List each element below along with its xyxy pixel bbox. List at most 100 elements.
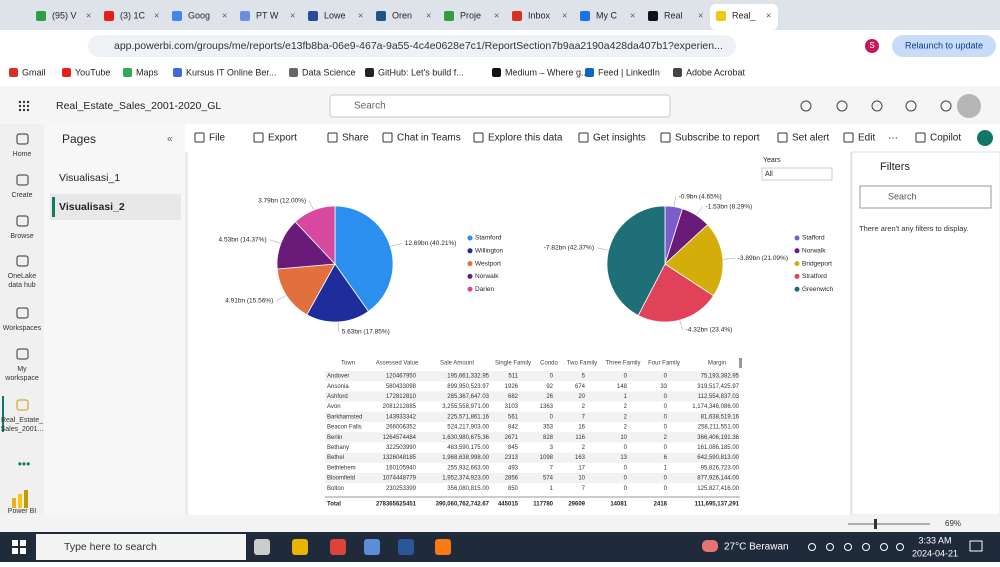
toolbar-button[interactable]: Edit: [858, 133, 875, 144]
page-tab[interactable]: Visualisasi_1: [59, 172, 120, 184]
legend-label[interactable]: Willington: [475, 248, 504, 255]
column-header[interactable]: Single Family: [495, 361, 531, 367]
nav-label[interactable]: OneLake: [8, 273, 37, 280]
nav-icon[interactable]: [16, 307, 29, 319]
clock-time[interactable]: 3:33 AM: [918, 535, 951, 545]
tray-icon[interactable]: [826, 543, 834, 551]
tray-icon[interactable]: [844, 543, 852, 551]
column-header[interactable]: Margin: [708, 361, 726, 367]
pie-slice[interactable]: [294, 205, 336, 266]
legend-label[interactable]: Stafford: [802, 235, 825, 242]
tab-title[interactable]: PT W: [256, 10, 279, 20]
header-icon[interactable]: [800, 100, 812, 112]
tab-title[interactable]: My C: [596, 10, 617, 20]
nav-label[interactable]: workspace: [4, 375, 39, 382]
legend-label[interactable]: Darien: [475, 286, 495, 293]
tab-title[interactable]: Goog: [188, 10, 210, 20]
bookmark[interactable]: GitHub: Let's build f...: [378, 67, 464, 77]
nav-icon[interactable]: [16, 255, 29, 267]
toolbar-button[interactable]: Set alert: [792, 133, 829, 144]
nav-label[interactable]: Sales_2001...: [1, 426, 44, 433]
pie-slice[interactable]: [606, 205, 666, 316]
column-header[interactable]: Condo: [540, 361, 558, 367]
column-header[interactable]: Four Family: [648, 361, 680, 367]
tab-title[interactable]: Oren: [392, 10, 412, 20]
slicer-value[interactable]: All: [765, 171, 773, 178]
taskbar-app[interactable]: [254, 539, 270, 555]
tab-title[interactable]: (95) V: [52, 10, 77, 20]
nav-icon[interactable]: [16, 174, 29, 186]
start-icon[interactable]: [12, 540, 18, 546]
notification-icon[interactable]: [969, 540, 983, 552]
pie-slice[interactable]: [664, 224, 724, 297]
toolbar-button[interactable]: Share: [342, 133, 369, 144]
header-icon[interactable]: [905, 100, 917, 112]
pie-slice[interactable]: [276, 221, 336, 270]
page-tab[interactable]: Visualisasi_2: [59, 201, 125, 213]
legend-label[interactable]: Bridgeport: [802, 260, 832, 267]
pie-slice[interactable]: [276, 263, 336, 316]
nav-label[interactable]: My: [17, 366, 27, 373]
bookmark[interactable]: YouTube: [75, 67, 110, 77]
user-avatar[interactable]: [957, 94, 981, 118]
filter-search-placeholder[interactable]: Search: [888, 191, 917, 201]
bookmark[interactable]: Feed | LinkedIn: [598, 67, 660, 77]
nav-icon[interactable]: [16, 133, 29, 145]
column-header[interactable]: Three Family: [605, 361, 640, 367]
toolbar-button[interactable]: Export: [268, 133, 297, 144]
filter-search[interactable]: [859, 185, 992, 209]
address-bar[interactable]: [88, 35, 736, 57]
legend-label[interactable]: Greenwich: [802, 286, 833, 293]
column-header[interactable]: Sale Amount: [440, 361, 474, 367]
active-tab[interactable]: [710, 4, 778, 30]
nav-label[interactable]: Create: [11, 192, 32, 199]
nav-label[interactable]: Browse: [10, 233, 33, 240]
tray-icon[interactable]: [880, 543, 888, 551]
toolbar-button[interactable]: Chat in Teams: [397, 133, 461, 144]
toolbar-button[interactable]: Subscribe to report: [675, 133, 760, 144]
clock-date[interactable]: 2024-04-21: [912, 548, 958, 558]
legend-label[interactable]: Stamford: [475, 235, 502, 242]
bookmark[interactable]: Adobe Acrobat: [686, 67, 746, 77]
column-header[interactable]: Two Family: [567, 361, 597, 367]
legend-label[interactable]: Stratford: [802, 273, 827, 280]
column-header[interactable]: Town: [341, 361, 355, 367]
legend-label[interactable]: Norwalk: [802, 248, 826, 255]
pie-slice[interactable]: [637, 263, 715, 323]
slicer-dropdown[interactable]: [761, 167, 833, 181]
bookmark[interactable]: Medium – Where g...: [505, 67, 589, 77]
legend-label[interactable]: Norwalk: [475, 273, 499, 280]
toolbar-button[interactable]: Copilot: [930, 133, 961, 144]
header-icon[interactable]: [836, 100, 848, 112]
app-launcher[interactable]: [18, 100, 22, 104]
toolbar-button[interactable]: Explore this data: [488, 133, 563, 144]
nav-label[interactable]: Real_Estate_: [1, 417, 43, 424]
relaunch-button[interactable]: [892, 35, 996, 57]
tray-icon[interactable]: [896, 543, 904, 551]
nav-icon[interactable]: [16, 215, 29, 227]
search-box[interactable]: [329, 94, 671, 118]
nav-icon[interactable]: [16, 399, 29, 411]
taskbar-app[interactable]: [435, 539, 451, 555]
taskbar-app[interactable]: [292, 539, 308, 555]
toolbar-button[interactable]: File: [209, 133, 226, 144]
tab-title[interactable]: (3) 1C: [120, 10, 146, 20]
tray-icon[interactable]: [862, 543, 870, 551]
relaunch-label[interactable]: Relaunch to update: [905, 40, 983, 50]
tab-title[interactable]: Real_: [732, 10, 757, 20]
column-header[interactable]: Assessed Value: [376, 361, 419, 367]
bookmark[interactable]: Maps: [136, 67, 159, 77]
profile-avatar[interactable]: [865, 39, 879, 53]
bookmark[interactable]: Data Science: [302, 67, 356, 77]
pie-slice[interactable]: [306, 263, 369, 323]
taskbar-app[interactable]: [330, 539, 346, 555]
bookmark[interactable]: Gmail: [22, 67, 46, 77]
header-icon[interactable]: [940, 100, 952, 112]
search-placeholder[interactable]: Search: [354, 101, 386, 112]
tab-title[interactable]: Real: [664, 10, 683, 20]
active-page[interactable]: [50, 194, 181, 220]
toolbar-button[interactable]: Get insights: [593, 133, 646, 144]
legend-label[interactable]: Westport: [475, 260, 501, 267]
nav-label[interactable]: Home: [13, 151, 32, 158]
bookmark[interactable]: Kursus IT Online Ber...: [186, 67, 276, 77]
